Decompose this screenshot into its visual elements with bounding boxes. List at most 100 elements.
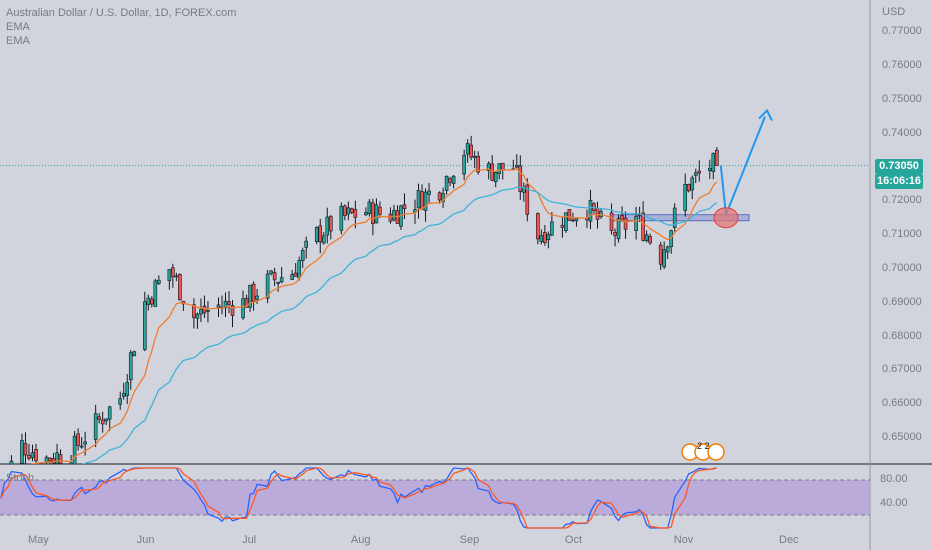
candle [662, 249, 666, 268]
candle [55, 452, 59, 464]
candle [378, 206, 382, 215]
candle [171, 267, 175, 278]
price-tick-label: 0.65000 [882, 431, 922, 443]
projection-arrowhead [758, 108, 773, 122]
candle [634, 216, 638, 231]
candle [150, 298, 154, 305]
candle [567, 209, 572, 221]
candle [416, 190, 421, 209]
candle [364, 212, 368, 216]
candle [644, 234, 649, 242]
candle [564, 212, 568, 232]
symbol-title[interactable]: Australian Dollar / U.S. Dollar, 1D, FOR… [6, 7, 237, 19]
stoch-d-line [0, 467, 717, 529]
price-tick-label: 0.74000 [882, 126, 922, 139]
candle [623, 217, 628, 230]
candle [223, 300, 228, 309]
candle [343, 205, 347, 216]
candle [142, 301, 147, 350]
candle [462, 154, 466, 175]
candle [518, 165, 523, 193]
target-ellipse[interactable] [713, 207, 739, 229]
candle [448, 178, 452, 183]
price-tick-label: 0.75000 [882, 92, 922, 105]
candle [500, 162, 505, 171]
candle [514, 164, 519, 168]
month-tick-label: Aug [350, 534, 371, 546]
candle [300, 250, 305, 262]
candle [546, 234, 551, 241]
candle [571, 219, 575, 222]
stoch-band [0, 480, 870, 515]
candle [44, 456, 49, 463]
ema-fast-label[interactable]: EMA [6, 21, 30, 33]
stoch-upper-label: 80.00 [880, 473, 908, 485]
candle [658, 244, 663, 265]
candle [51, 458, 56, 464]
candle [451, 175, 456, 184]
candle [574, 218, 579, 222]
candle [107, 406, 112, 420]
candle [30, 452, 35, 459]
candle [707, 167, 712, 171]
candle [276, 282, 280, 284]
candle [248, 284, 252, 308]
candle [76, 433, 80, 446]
candle [367, 201, 372, 214]
price-series [0, 108, 870, 464]
candle [104, 418, 108, 422]
candle [121, 393, 126, 397]
month-tick-label: May [28, 534, 49, 546]
candle [83, 441, 87, 445]
candle [23, 443, 28, 456]
candle [353, 209, 358, 218]
stoch-lower-label: 40.00 [880, 497, 908, 509]
candle [244, 298, 249, 308]
month-tick-label: Nov [673, 534, 694, 546]
month-tick-label: Sep [459, 534, 480, 546]
price-tick-label: 0.67000 [882, 363, 922, 376]
candle [93, 413, 98, 440]
candle [493, 172, 498, 183]
candle [318, 225, 323, 243]
candle [420, 191, 424, 210]
candle [486, 163, 491, 171]
candle [641, 212, 645, 241]
candle [648, 236, 652, 244]
price-pane [0, 0, 870, 464]
price-tick-label: 0.66000 [882, 397, 922, 410]
candle [100, 419, 105, 425]
candle [174, 275, 179, 278]
candle [167, 269, 172, 282]
candle [241, 298, 245, 319]
candle [304, 240, 309, 248]
candle [146, 297, 151, 306]
candle [697, 170, 702, 174]
candle [202, 305, 207, 314]
chart-legend: Australian Dollar / U.S. Dollar, 1D, FOR… [6, 6, 236, 48]
candle [465, 143, 470, 155]
candle [132, 351, 137, 357]
event-flag-icon[interactable] [707, 443, 725, 461]
candle [374, 204, 379, 224]
candle [672, 207, 677, 228]
candle [72, 435, 77, 464]
candle [472, 155, 477, 158]
candle [588, 200, 593, 222]
candle [525, 184, 530, 215]
stoch-label[interactable]: Stoch [6, 472, 35, 484]
month-tick-label: Dec [779, 534, 799, 546]
candle [195, 313, 200, 319]
price-tick-label: 0.72000 [882, 194, 922, 207]
candle [346, 207, 351, 215]
price-tick-label: 0.70000 [882, 261, 922, 274]
candle [297, 260, 302, 279]
candle [620, 215, 624, 220]
ema-slow-line [82, 186, 718, 464]
candle [328, 216, 333, 232]
ema-slow-label[interactable]: EMA [6, 35, 30, 47]
countdown-tag: 16:06:16 [875, 174, 923, 189]
candle [444, 175, 449, 191]
